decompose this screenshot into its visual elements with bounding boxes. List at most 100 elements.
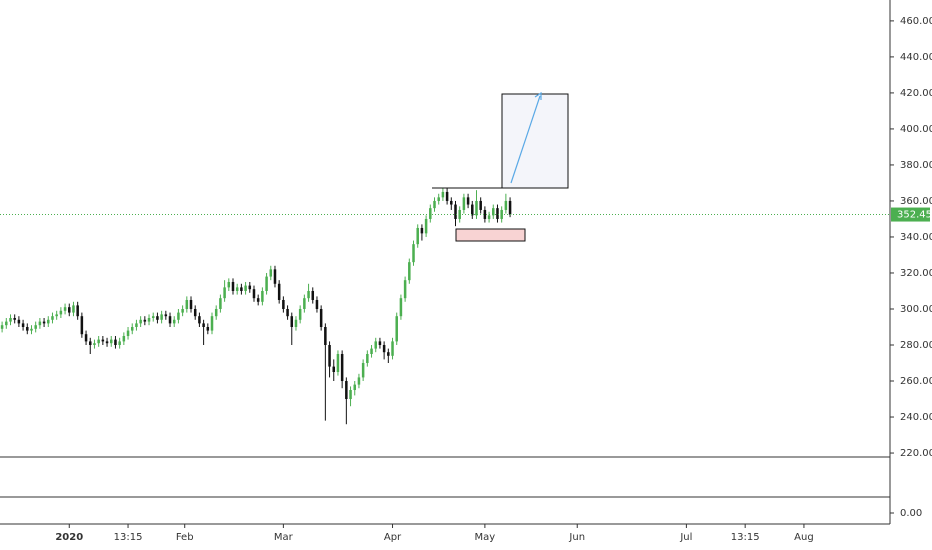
candle-body	[30, 328, 33, 331]
candle-body	[130, 326, 134, 331]
y-tick-label: 320.00	[900, 268, 932, 279]
candle-body	[399, 298, 403, 317]
candle-body	[492, 208, 495, 216]
last-price-label: 352.45	[897, 210, 932, 221]
candle-body	[93, 343, 96, 346]
candle-body	[147, 317, 151, 322]
candle-body	[210, 316, 214, 331]
candle-body	[240, 287, 243, 291]
candle-body	[454, 204, 457, 219]
candle-body	[340, 354, 344, 382]
candle-body	[231, 281, 235, 291]
candle-body	[391, 341, 394, 356]
candle-body	[202, 323, 205, 327]
candle-body	[227, 281, 231, 288]
y-tick-label: 280.00	[900, 340, 932, 351]
candle-body	[13, 317, 16, 320]
candle-body	[311, 290, 315, 300]
candle-body	[487, 215, 491, 219]
candle-body	[76, 305, 79, 317]
candle-body	[139, 319, 142, 324]
candle-body	[126, 330, 130, 336]
candle-body	[387, 352, 390, 356]
candle-body	[63, 307, 67, 311]
candle-body	[118, 341, 121, 346]
candle-body	[206, 326, 210, 331]
candle-body	[5, 321, 8, 326]
target-box	[501, 93, 569, 189]
candle-body	[357, 377, 361, 385]
candle-body	[374, 341, 377, 349]
candle-body	[34, 325, 37, 329]
stop-box	[455, 228, 526, 242]
candle-body	[172, 319, 176, 324]
candle-body	[475, 200, 478, 216]
candle-body	[286, 308, 289, 317]
x-tick-label: Apr	[384, 532, 402, 543]
candle-body	[298, 308, 302, 320]
y-tick-label: 340.00	[900, 232, 932, 243]
x-tick-label: 2020	[55, 532, 83, 543]
candle-body	[26, 326, 29, 331]
candle-body	[496, 208, 499, 219]
candle-body	[282, 299, 285, 309]
y-tick-label: 360.00	[900, 196, 932, 207]
candle-body	[429, 208, 432, 219]
candle-body	[483, 209, 487, 219]
candle-body	[433, 200, 436, 209]
candle-body	[181, 308, 184, 313]
candle-body	[55, 314, 58, 317]
arrow	[510, 95, 541, 184]
candle-body	[441, 191, 445, 198]
candle-body	[466, 197, 470, 205]
candle-body	[290, 316, 294, 327]
candle-body	[265, 276, 268, 291]
x-tick-label: Aug	[794, 532, 814, 543]
candle-body	[445, 191, 449, 201]
y-tick-label: 0.00	[900, 508, 922, 519]
candle-body	[89, 341, 92, 346]
candle-body	[105, 341, 109, 344]
candle-body	[349, 390, 352, 400]
candle-body	[294, 319, 298, 327]
candle-body	[17, 319, 21, 324]
x-tick-label: 13:15	[114, 532, 143, 543]
candle-body	[109, 339, 113, 344]
y-tick-label: 260.00	[900, 376, 932, 387]
candle-body	[101, 339, 105, 342]
candle-body	[185, 299, 189, 309]
candle-body	[361, 363, 365, 378]
candle-body	[189, 299, 193, 309]
candle-body	[412, 244, 415, 263]
candle-body	[319, 308, 323, 327]
candle-body	[504, 200, 508, 210]
candle-body	[198, 316, 201, 324]
candle-body	[160, 314, 163, 320]
x-tick-label: Jul	[679, 532, 692, 543]
candle-body	[382, 345, 386, 353]
candle-body	[68, 307, 71, 313]
y-tick-label: 240.00	[900, 412, 932, 423]
candle-body	[256, 298, 260, 302]
x-tick-label: 13:15	[731, 532, 760, 543]
candle-body	[135, 323, 138, 327]
y-tick-label: 400.00	[900, 124, 932, 135]
candle-body	[345, 381, 348, 400]
candle-body	[277, 283, 281, 300]
candle-body	[219, 298, 222, 309]
candle-body	[395, 316, 398, 342]
x-tick-label: Jun	[568, 532, 585, 543]
candle-body	[21, 323, 25, 327]
candle-body	[324, 326, 327, 346]
candle-body	[193, 308, 197, 317]
last-price-tag	[891, 207, 930, 222]
candle-body	[269, 269, 273, 277]
candle-body	[143, 319, 147, 322]
candle-body	[471, 204, 474, 216]
candle-body	[0, 325, 4, 329]
candle-body	[370, 348, 373, 355]
candle-body	[84, 334, 88, 342]
candle-body	[303, 298, 306, 309]
candle-body	[307, 290, 310, 299]
candle-body	[9, 317, 12, 322]
